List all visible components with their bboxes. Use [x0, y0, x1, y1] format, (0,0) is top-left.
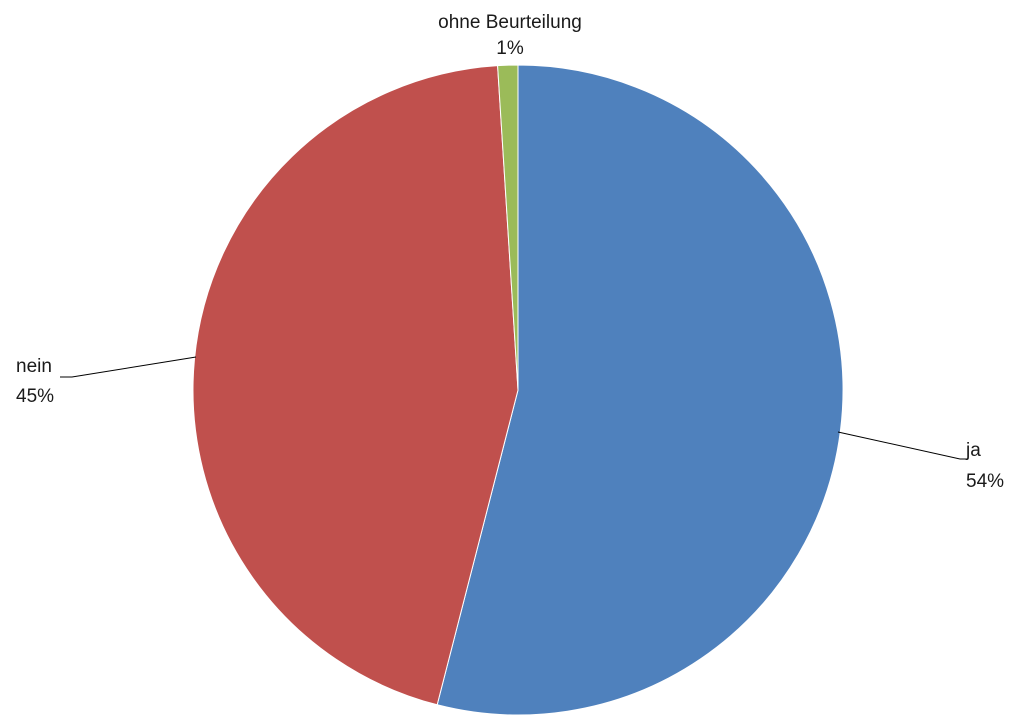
leader-lines [60, 356, 968, 460]
slice-percent-label: 1% [496, 38, 524, 59]
slice-percent-label: 45% [16, 386, 54, 407]
slice-name-label: ohne Beurteilung [438, 12, 582, 33]
pie-slice-nein [192, 65, 519, 706]
data-labels: ja 54% nein 45% ohne Beurteilung 1% [16, 12, 1004, 492]
pie-slices [192, 64, 844, 715]
pie-slice-ja [436, 64, 844, 715]
slice-name-label: ja [965, 440, 981, 461]
leader-line-ja [837, 431, 968, 460]
slice-percent-label: 54% [966, 471, 1004, 492]
slice-name-label: nein [16, 356, 52, 377]
pie-slice-ohne-beurteilung [497, 64, 519, 391]
leader-line-nein [60, 356, 197, 378]
